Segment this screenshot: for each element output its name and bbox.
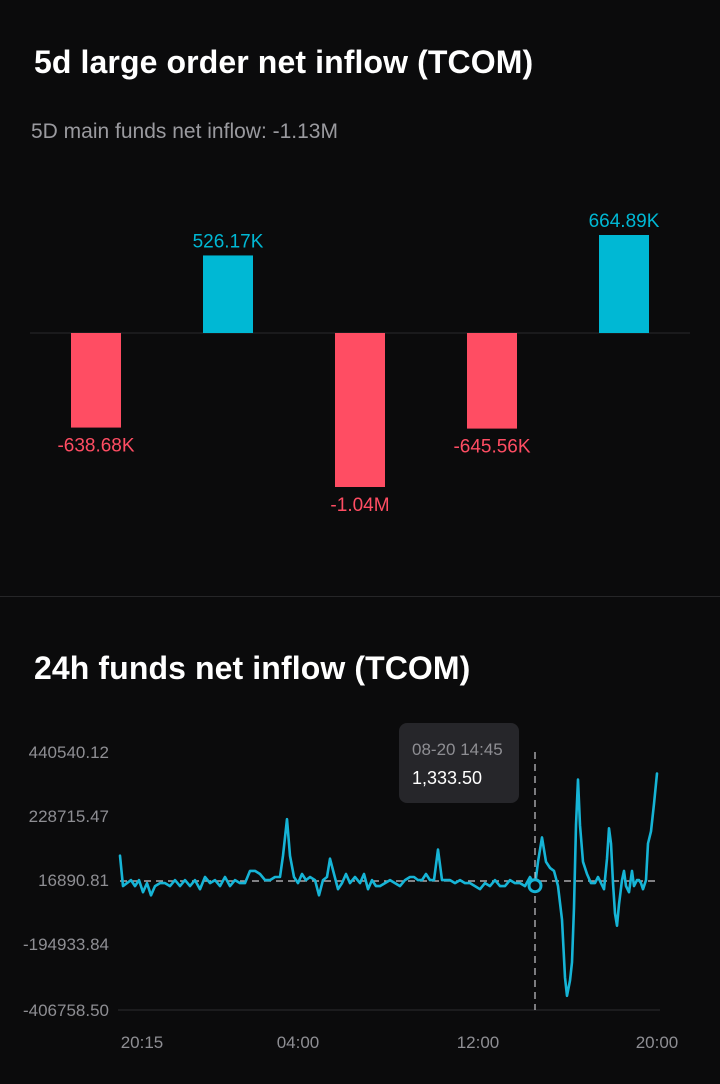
- line-chart-title: 24h funds net inflow (TCOM): [34, 650, 471, 686]
- section-divider: [0, 596, 720, 597]
- bar-chart-title: 5d large order net inflow (TCOM): [34, 44, 534, 80]
- x-tick-label: 20:15: [121, 1033, 164, 1052]
- y-tick-label: -406758.50: [23, 1001, 109, 1020]
- y-tick-label: 16890.81: [38, 871, 109, 890]
- tooltip-value: 1,333.50: [412, 768, 483, 788]
- bar-3: [335, 333, 385, 487]
- bar-label-1: -638.68K: [57, 436, 134, 457]
- bar-2: [203, 255, 253, 333]
- x-tick-label: 04:00: [277, 1033, 320, 1052]
- bar-label-5: 664.89K: [589, 211, 660, 232]
- bar-1: [71, 333, 121, 428]
- bar-label-2: 526.17K: [193, 231, 264, 252]
- y-tick-label: 228715.47: [29, 807, 109, 826]
- bar-chart-subtitle: 5D main funds net inflow: -1.13M: [31, 120, 338, 143]
- bar-label-3: -1.04M: [330, 495, 389, 516]
- chart-tooltip: 08-20 14:45 1,333.50: [399, 723, 519, 803]
- x-tick-label: 12:00: [457, 1033, 500, 1052]
- bar-4: [467, 333, 517, 429]
- series-line: [118, 772, 659, 998]
- bar-chart: -638.68K 526.17K -1.04M -645.56K 664.89K: [30, 211, 690, 516]
- y-tick-label: -194933.84: [23, 935, 109, 954]
- bar-5: [599, 235, 649, 333]
- x-tick-label: 20:00: [636, 1033, 679, 1052]
- y-tick-label: 440540.12: [29, 743, 109, 762]
- bar-label-4: -645.56K: [453, 437, 530, 458]
- highlight-point: [527, 878, 543, 894]
- tooltip-time: 08-20 14:45: [412, 740, 503, 759]
